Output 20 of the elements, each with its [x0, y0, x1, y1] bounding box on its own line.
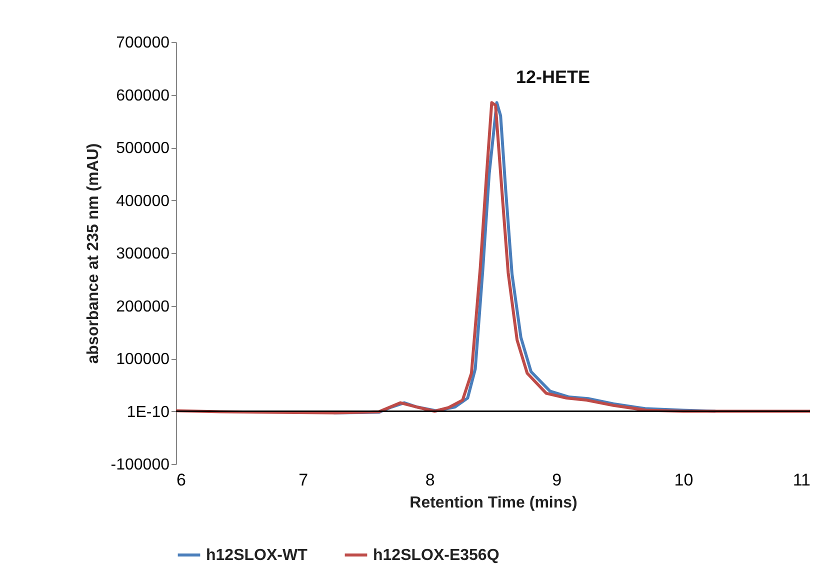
x-tick-label: 8 [425, 470, 435, 490]
y-tick-label: 100000 [116, 351, 170, 368]
y-tick-label: 1E-10 [126, 404, 170, 421]
y-tick-label: 700000 [116, 34, 170, 52]
x-tick-label: 11 [792, 470, 810, 490]
y-tick-label: 400000 [116, 192, 170, 210]
x-tick-label: 6 [176, 470, 186, 490]
y-tick-label: 300000 [116, 246, 170, 262]
x-tick-label: 10 [674, 470, 694, 490]
legend-label: h12SLOX-E356Q [373, 547, 500, 564]
legend-label: h12SLOX-WT [206, 547, 308, 564]
y-tick-label: -100000 [110, 456, 170, 474]
y-tick-label: 200000 [116, 298, 170, 316]
y-tick-label: 500000 [116, 140, 170, 157]
annotation: 12-HETE [516, 67, 590, 87]
x-tick-label: 9 [552, 470, 562, 490]
x-tick-label: 7 [298, 470, 308, 490]
x-axis-title: Retention Time (mins) [410, 494, 578, 512]
y-axis-title: absorbance at 235 nm (mAU) [84, 143, 102, 364]
y-tick-label: 600000 [116, 87, 170, 104]
